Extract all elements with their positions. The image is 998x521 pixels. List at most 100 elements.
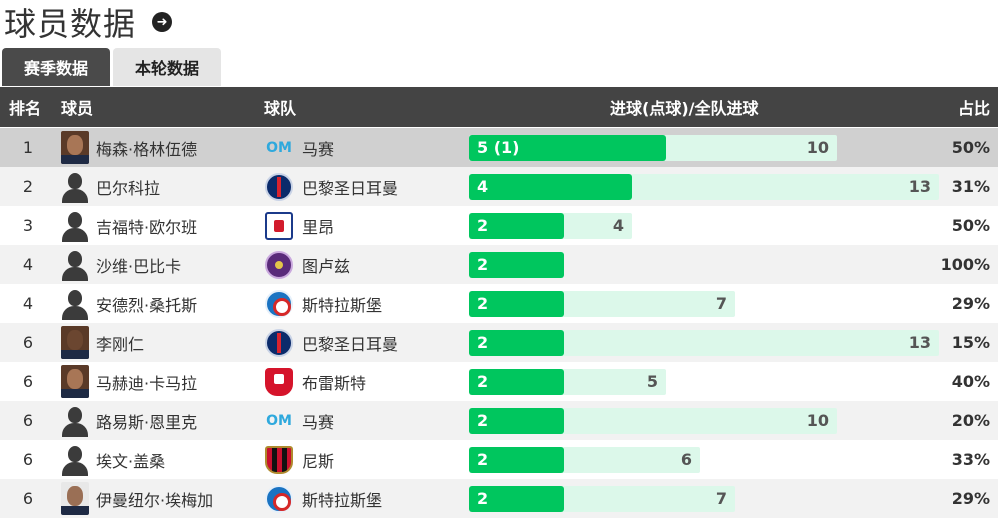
goal-share: 100%	[940, 255, 990, 274]
player-goals-bar: 2	[469, 290, 564, 317]
player-name[interactable]: 伊曼纽尔·埃梅加	[96, 490, 214, 510]
player-goals-bar: 2	[469, 446, 564, 473]
player-name[interactable]: 沙维·巴比卡	[96, 256, 182, 276]
player-name[interactable]: 李刚仁	[96, 334, 145, 354]
team-name[interactable]: 巴黎圣日耳曼	[302, 178, 399, 198]
header-rank: 排名	[9, 99, 42, 118]
header-player: 球员	[61, 99, 94, 118]
rank-cell: 6	[22, 333, 34, 352]
team-name[interactable]: 巴黎圣日耳曼	[302, 334, 399, 354]
player-name[interactable]: 马赫迪·卡马拉	[96, 373, 198, 393]
header-pct: 占比	[957, 99, 990, 118]
player-name[interactable]: 埃文·盖桑	[96, 451, 166, 471]
player-photo	[61, 479, 89, 518]
goals-bar-cell: 13 4	[469, 167, 939, 206]
avatar	[61, 404, 89, 437]
team-logo-icon	[264, 323, 294, 362]
team-name[interactable]: 斯特拉斯堡	[302, 295, 383, 315]
table-row[interactable]: 6 埃文·盖桑 尼斯 6 2 33%	[0, 440, 998, 479]
team-logo-icon: OM	[266, 412, 292, 429]
avatar	[61, 443, 89, 476]
table-row[interactable]: 4 安德烈·桑托斯 斯特拉斯堡 7 2 29%	[0, 284, 998, 323]
rank-cell: 6	[22, 489, 34, 508]
tab-bar: 赛季数据 本轮数据	[2, 48, 224, 86]
page-title: 球员数据	[4, 5, 137, 43]
rank-cell: 4	[22, 294, 34, 313]
team-logo-icon	[264, 245, 294, 284]
title-row: 球员数据 ➜	[4, 0, 173, 44]
team-name[interactable]: 马赛	[302, 139, 335, 159]
rank-cell: 1	[22, 138, 34, 157]
player-goals-bar: 4	[469, 173, 632, 200]
goal-share: 29%	[951, 294, 990, 313]
goals-bar-cell: 10 2	[469, 401, 939, 440]
table-row[interactable]: 6 李刚仁 巴黎圣日耳曼 13 2 15%	[0, 323, 998, 362]
player-photo	[61, 245, 89, 284]
table-row[interactable]: 6 马赫迪·卡马拉 布雷斯特 5 2 40%	[0, 362, 998, 401]
goal-share: 15%	[951, 333, 990, 352]
goals-bar-cell: 13 2	[469, 323, 939, 362]
player-photo	[61, 440, 89, 479]
player-photo	[61, 284, 89, 323]
table-row[interactable]: 3 吉福特·欧尔班 里昂 4 2 50%	[0, 206, 998, 245]
team-name[interactable]: 图卢兹	[302, 256, 351, 276]
player-photo	[61, 206, 89, 245]
avatar	[61, 326, 89, 359]
goal-share: 50%	[951, 138, 990, 157]
table-header: 排名 球员 球队 进球(点球)/全队进球 占比	[0, 87, 998, 127]
team-logo-icon	[264, 362, 294, 401]
player-photo	[61, 362, 89, 401]
goals-bar-cell: 22	[469, 245, 939, 284]
goal-share: 33%	[951, 450, 990, 469]
player-name[interactable]: 梅森·格林伍德	[96, 139, 198, 159]
rank-cell: 6	[22, 372, 34, 391]
arrow-right-icon[interactable]: ➜	[152, 12, 173, 32]
player-photo	[61, 128, 89, 167]
rank-cell: 6	[22, 411, 34, 430]
team-logo-icon	[264, 284, 294, 323]
table-row[interactable]: 1 梅森·格林伍德 OM 马赛 10 5 (1) 50%	[0, 128, 998, 167]
team-name[interactable]: 布雷斯特	[302, 373, 367, 393]
goal-share: 20%	[951, 411, 990, 430]
header-team: 球队	[264, 99, 297, 118]
goal-share: 31%	[951, 177, 990, 196]
player-goals-bar: 5 (1)	[469, 134, 666, 161]
avatar	[61, 287, 89, 320]
team-name[interactable]: 马赛	[302, 412, 335, 432]
table-row[interactable]: 6 伊曼纽尔·埃梅加 斯特拉斯堡 7 2 29%	[0, 479, 998, 518]
team-name[interactable]: 斯特拉斯堡	[302, 490, 383, 510]
rank-cell: 6	[22, 450, 34, 469]
player-name[interactable]: 巴尔科拉	[96, 178, 161, 198]
tab-round-stats[interactable]: 本轮数据	[113, 48, 221, 86]
team-logo-icon	[264, 440, 294, 479]
player-name[interactable]: 吉福特·欧尔班	[96, 217, 198, 237]
avatar	[61, 131, 89, 164]
player-goals-bar: 2	[469, 368, 564, 395]
goal-share: 50%	[951, 216, 990, 235]
table-row[interactable]: 4 沙维·巴比卡 图卢兹 22100%	[0, 245, 998, 284]
player-photo	[61, 323, 89, 362]
rank-cell: 3	[22, 216, 34, 235]
player-name[interactable]: 路易斯·恩里克	[96, 412, 198, 432]
team-logo-icon	[264, 167, 294, 206]
team-logo-icon	[264, 206, 294, 245]
table-row[interactable]: 2 巴尔科拉 巴黎圣日耳曼 13 4 31%	[0, 167, 998, 206]
team-name[interactable]: 尼斯	[302, 451, 335, 471]
rank-cell: 4	[22, 255, 34, 274]
team-name[interactable]: 里昂	[302, 217, 335, 237]
player-photo	[61, 401, 89, 440]
team-logo-icon	[264, 479, 294, 518]
tab-season-stats[interactable]: 赛季数据	[2, 48, 110, 86]
rank-cell: 2	[22, 177, 34, 196]
avatar	[61, 365, 89, 398]
avatar	[61, 482, 89, 515]
player-goals-bar: 2	[469, 485, 564, 512]
player-photo	[61, 167, 89, 206]
player-name[interactable]: 安德烈·桑托斯	[96, 295, 198, 315]
table-row[interactable]: 6 路易斯·恩里克 OM 马赛 10 2 20%	[0, 401, 998, 440]
avatar	[61, 248, 89, 281]
